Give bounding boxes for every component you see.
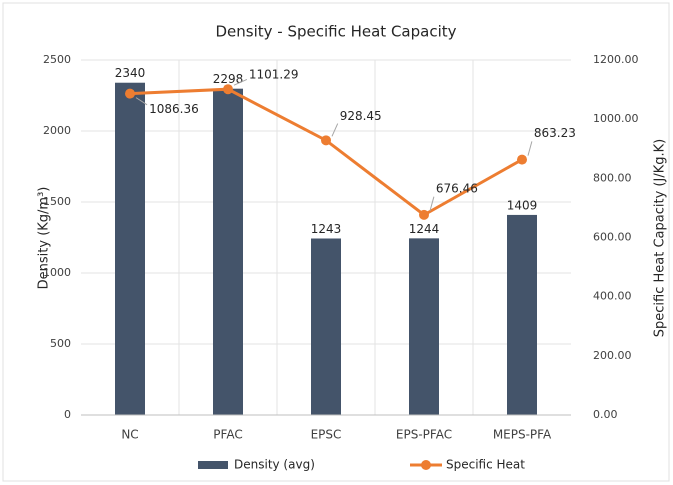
line-value-label: 676.46 [436, 181, 478, 195]
leader-line [429, 196, 435, 212]
y2-tick-label: 400.00 [593, 290, 632, 303]
line-value-label: 1086.36 [149, 102, 199, 116]
y2-tick-label: 0.00 [593, 408, 618, 421]
y-tick-label: 2000 [43, 124, 71, 137]
y-tick-label: 0 [64, 408, 71, 421]
bar-value-label: 2340 [115, 66, 146, 80]
line-marker [517, 154, 527, 165]
bar [507, 214, 537, 415]
legend-label: Density (avg) [234, 458, 315, 472]
chart-title: Density - Specific Heat Capacity [215, 23, 456, 41]
legend-label: Specific Heat [446, 458, 525, 472]
y2-axis-title: Specific Heat Capacity (J/Kg.K) [653, 139, 668, 337]
line-value-label: 928.45 [340, 109, 382, 123]
bar-value-label: 1244 [409, 222, 440, 236]
bar [115, 82, 145, 415]
bar [311, 238, 341, 415]
x-tick-label: MEPS-PFA [493, 428, 552, 442]
bar-value-label: 1243 [311, 222, 342, 236]
line-marker [321, 135, 331, 146]
leader-line [135, 97, 148, 106]
y2-tick-label: 600.00 [593, 231, 632, 244]
y-tick-label: 500 [50, 337, 71, 350]
legend-marker [421, 460, 431, 470]
y-axis-title: Density (Kg/m³) [37, 187, 52, 290]
line-value-label: 863.23 [534, 126, 576, 140]
legend-swatch [198, 461, 228, 469]
line-marker [125, 88, 135, 99]
leader-line [527, 141, 533, 156]
y2-tick-label: 1200.00 [593, 53, 639, 66]
line-value-label: 1101.29 [249, 68, 299, 82]
bar [213, 88, 243, 416]
bar-value-label: 1409 [507, 198, 538, 212]
y-tick-label: 1500 [43, 195, 71, 208]
x-tick-label: PFAC [213, 428, 242, 442]
leader-line [331, 123, 339, 137]
x-tick-label: EPSC [311, 428, 342, 442]
y-tick-label: 1000 [43, 266, 71, 279]
line-marker [223, 84, 233, 95]
x-tick-label: EPS-PFAC [396, 428, 452, 442]
bar-value-label: 2298 [213, 72, 244, 86]
x-tick-label: NC [121, 428, 138, 442]
y2-tick-label: 800.00 [593, 171, 632, 184]
y-tick-label: 2500 [43, 53, 71, 66]
line-marker [419, 209, 429, 220]
leader-line [233, 78, 248, 86]
bar [409, 238, 439, 415]
y2-tick-label: 1000.00 [593, 112, 639, 125]
y2-tick-label: 200.00 [593, 349, 632, 362]
